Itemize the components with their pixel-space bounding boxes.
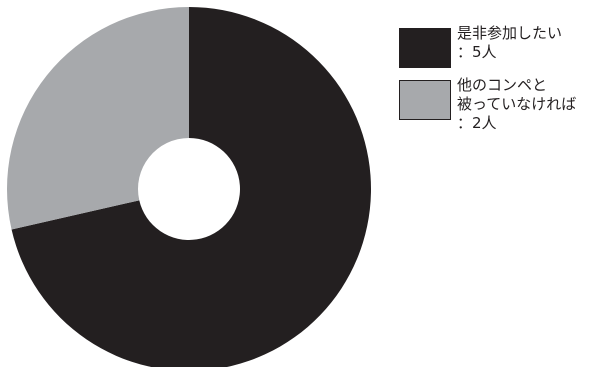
legend-swatch-2 [399,80,451,120]
legend-item-2: 他のコンペと 被っていなければ ：2人 [399,76,599,133]
donut-slice-2 [6,7,190,230]
legend-label-2: 他のコンペと 被っていなければ ：2人 [457,76,576,133]
donut-slice-1 [11,7,371,367]
legend: 是非参加したい ：5人 他のコンペと 被っていなければ ：2人 [399,24,599,141]
legend-label-1-line-2: ：5人 [457,43,497,61]
legend-label-2-line-2: 被っていなければ [457,95,577,113]
legend-label-2-line-3: ：2人 [457,114,497,132]
legend-label-2-line-1: 他のコンペと [457,76,548,94]
legend-item-1: 是非参加したい ：5人 [399,24,599,68]
legend-swatch-1 [399,28,451,68]
legend-label-1-line-1: 是非参加したい [457,24,563,42]
legend-label-1: 是非参加したい ：5人 [457,24,562,62]
